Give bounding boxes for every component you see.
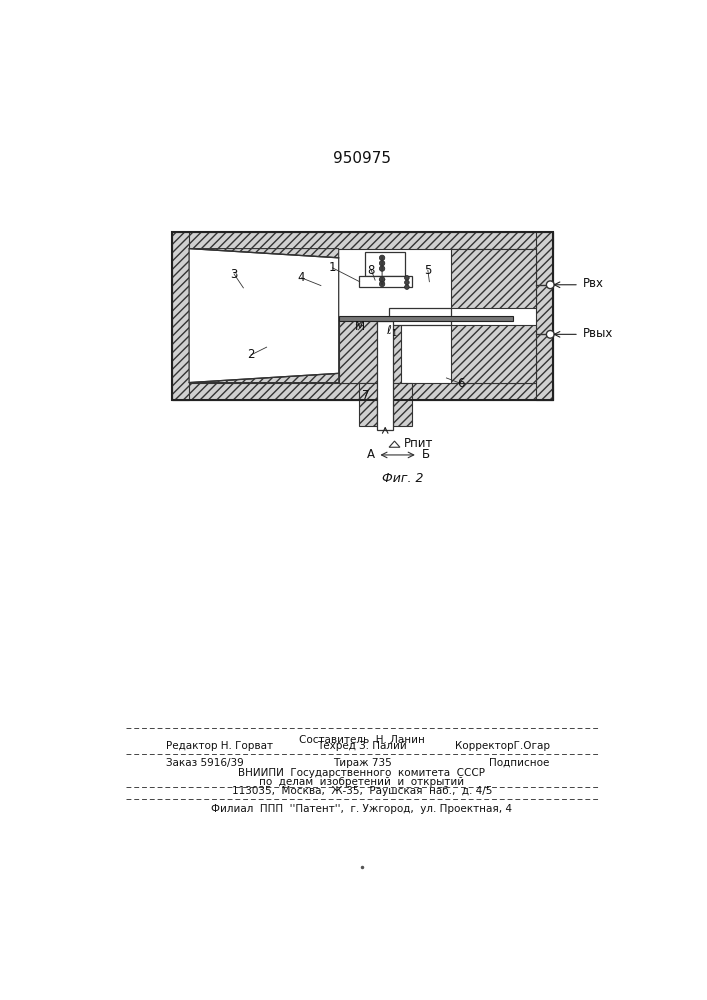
Text: ВНИИПИ  Государственного  комитета  СССР: ВНИИПИ Государственного комитета СССР bbox=[238, 768, 486, 778]
Text: 2: 2 bbox=[247, 348, 255, 361]
Text: 7: 7 bbox=[362, 389, 370, 402]
Text: Б: Б bbox=[421, 448, 430, 461]
Circle shape bbox=[380, 281, 385, 287]
Text: 6: 6 bbox=[457, 377, 464, 390]
Text: КорректорГ.Огар: КорректорГ.Огар bbox=[455, 741, 549, 751]
Text: Заказ 5916/39: Заказ 5916/39 bbox=[166, 758, 244, 768]
Circle shape bbox=[380, 266, 385, 271]
Bar bbox=[389, 308, 451, 325]
Bar bbox=[189, 249, 537, 383]
Text: А: А bbox=[367, 448, 375, 461]
Circle shape bbox=[547, 330, 554, 338]
Circle shape bbox=[380, 261, 385, 266]
Text: M: M bbox=[355, 320, 365, 333]
Circle shape bbox=[404, 280, 409, 285]
Text: Pпит: Pпит bbox=[404, 437, 433, 450]
Bar bbox=[359, 383, 378, 426]
Bar bbox=[172, 232, 554, 249]
Bar bbox=[365, 252, 405, 276]
Text: Фиг. 2: Фиг. 2 bbox=[382, 472, 423, 485]
Bar bbox=[172, 232, 189, 400]
Text: 950975: 950975 bbox=[333, 151, 391, 166]
Bar bbox=[339, 318, 401, 383]
Text: Pвых: Pвых bbox=[583, 327, 613, 340]
Polygon shape bbox=[189, 249, 339, 383]
Text: 5: 5 bbox=[424, 264, 431, 277]
Bar bbox=[172, 383, 554, 400]
Text: 3: 3 bbox=[230, 267, 238, 280]
Text: Редактор Н. Горват: Редактор Н. Горват bbox=[166, 741, 273, 751]
Text: Тираж 735: Тираж 735 bbox=[332, 758, 392, 768]
Circle shape bbox=[547, 281, 554, 289]
Text: 113035,  Москва,  Ж-35,  Раушская  наб.,  д. 4/5: 113035, Москва, Ж-35, Раушская наб., д. … bbox=[232, 786, 492, 796]
Bar bbox=[451, 249, 537, 308]
Text: Филиал  ППП  ''Патент'',  г. Ужгород,  ул. Проектная, 4: Филиал ППП ''Патент'', г. Ужгород, ул. П… bbox=[211, 804, 513, 814]
Text: Техред З. Палий: Техред З. Палий bbox=[317, 741, 407, 751]
Bar bbox=[451, 325, 537, 383]
Circle shape bbox=[380, 255, 385, 261]
Text: по  делам  изобретений  и  открытий: по делам изобретений и открытий bbox=[259, 777, 464, 787]
Bar bbox=[172, 232, 554, 400]
Text: Составитель  Н. Ланин: Составитель Н. Ланин bbox=[299, 735, 425, 745]
Polygon shape bbox=[189, 249, 339, 258]
Polygon shape bbox=[189, 373, 339, 383]
Bar bbox=[339, 316, 513, 321]
Bar bbox=[537, 232, 554, 400]
Text: 1: 1 bbox=[329, 261, 337, 274]
Bar bbox=[359, 276, 411, 287]
Polygon shape bbox=[389, 441, 400, 447]
Circle shape bbox=[380, 277, 385, 282]
Circle shape bbox=[404, 276, 409, 280]
Text: $\ell_1$: $\ell_1$ bbox=[385, 324, 397, 339]
Text: 4: 4 bbox=[298, 271, 305, 284]
Text: Pвх: Pвх bbox=[583, 277, 604, 290]
Circle shape bbox=[404, 285, 409, 289]
Bar bbox=[378, 321, 393, 430]
Text: 8: 8 bbox=[368, 264, 375, 277]
Text: Подписное: Подписное bbox=[489, 758, 549, 768]
Bar bbox=[393, 383, 411, 426]
